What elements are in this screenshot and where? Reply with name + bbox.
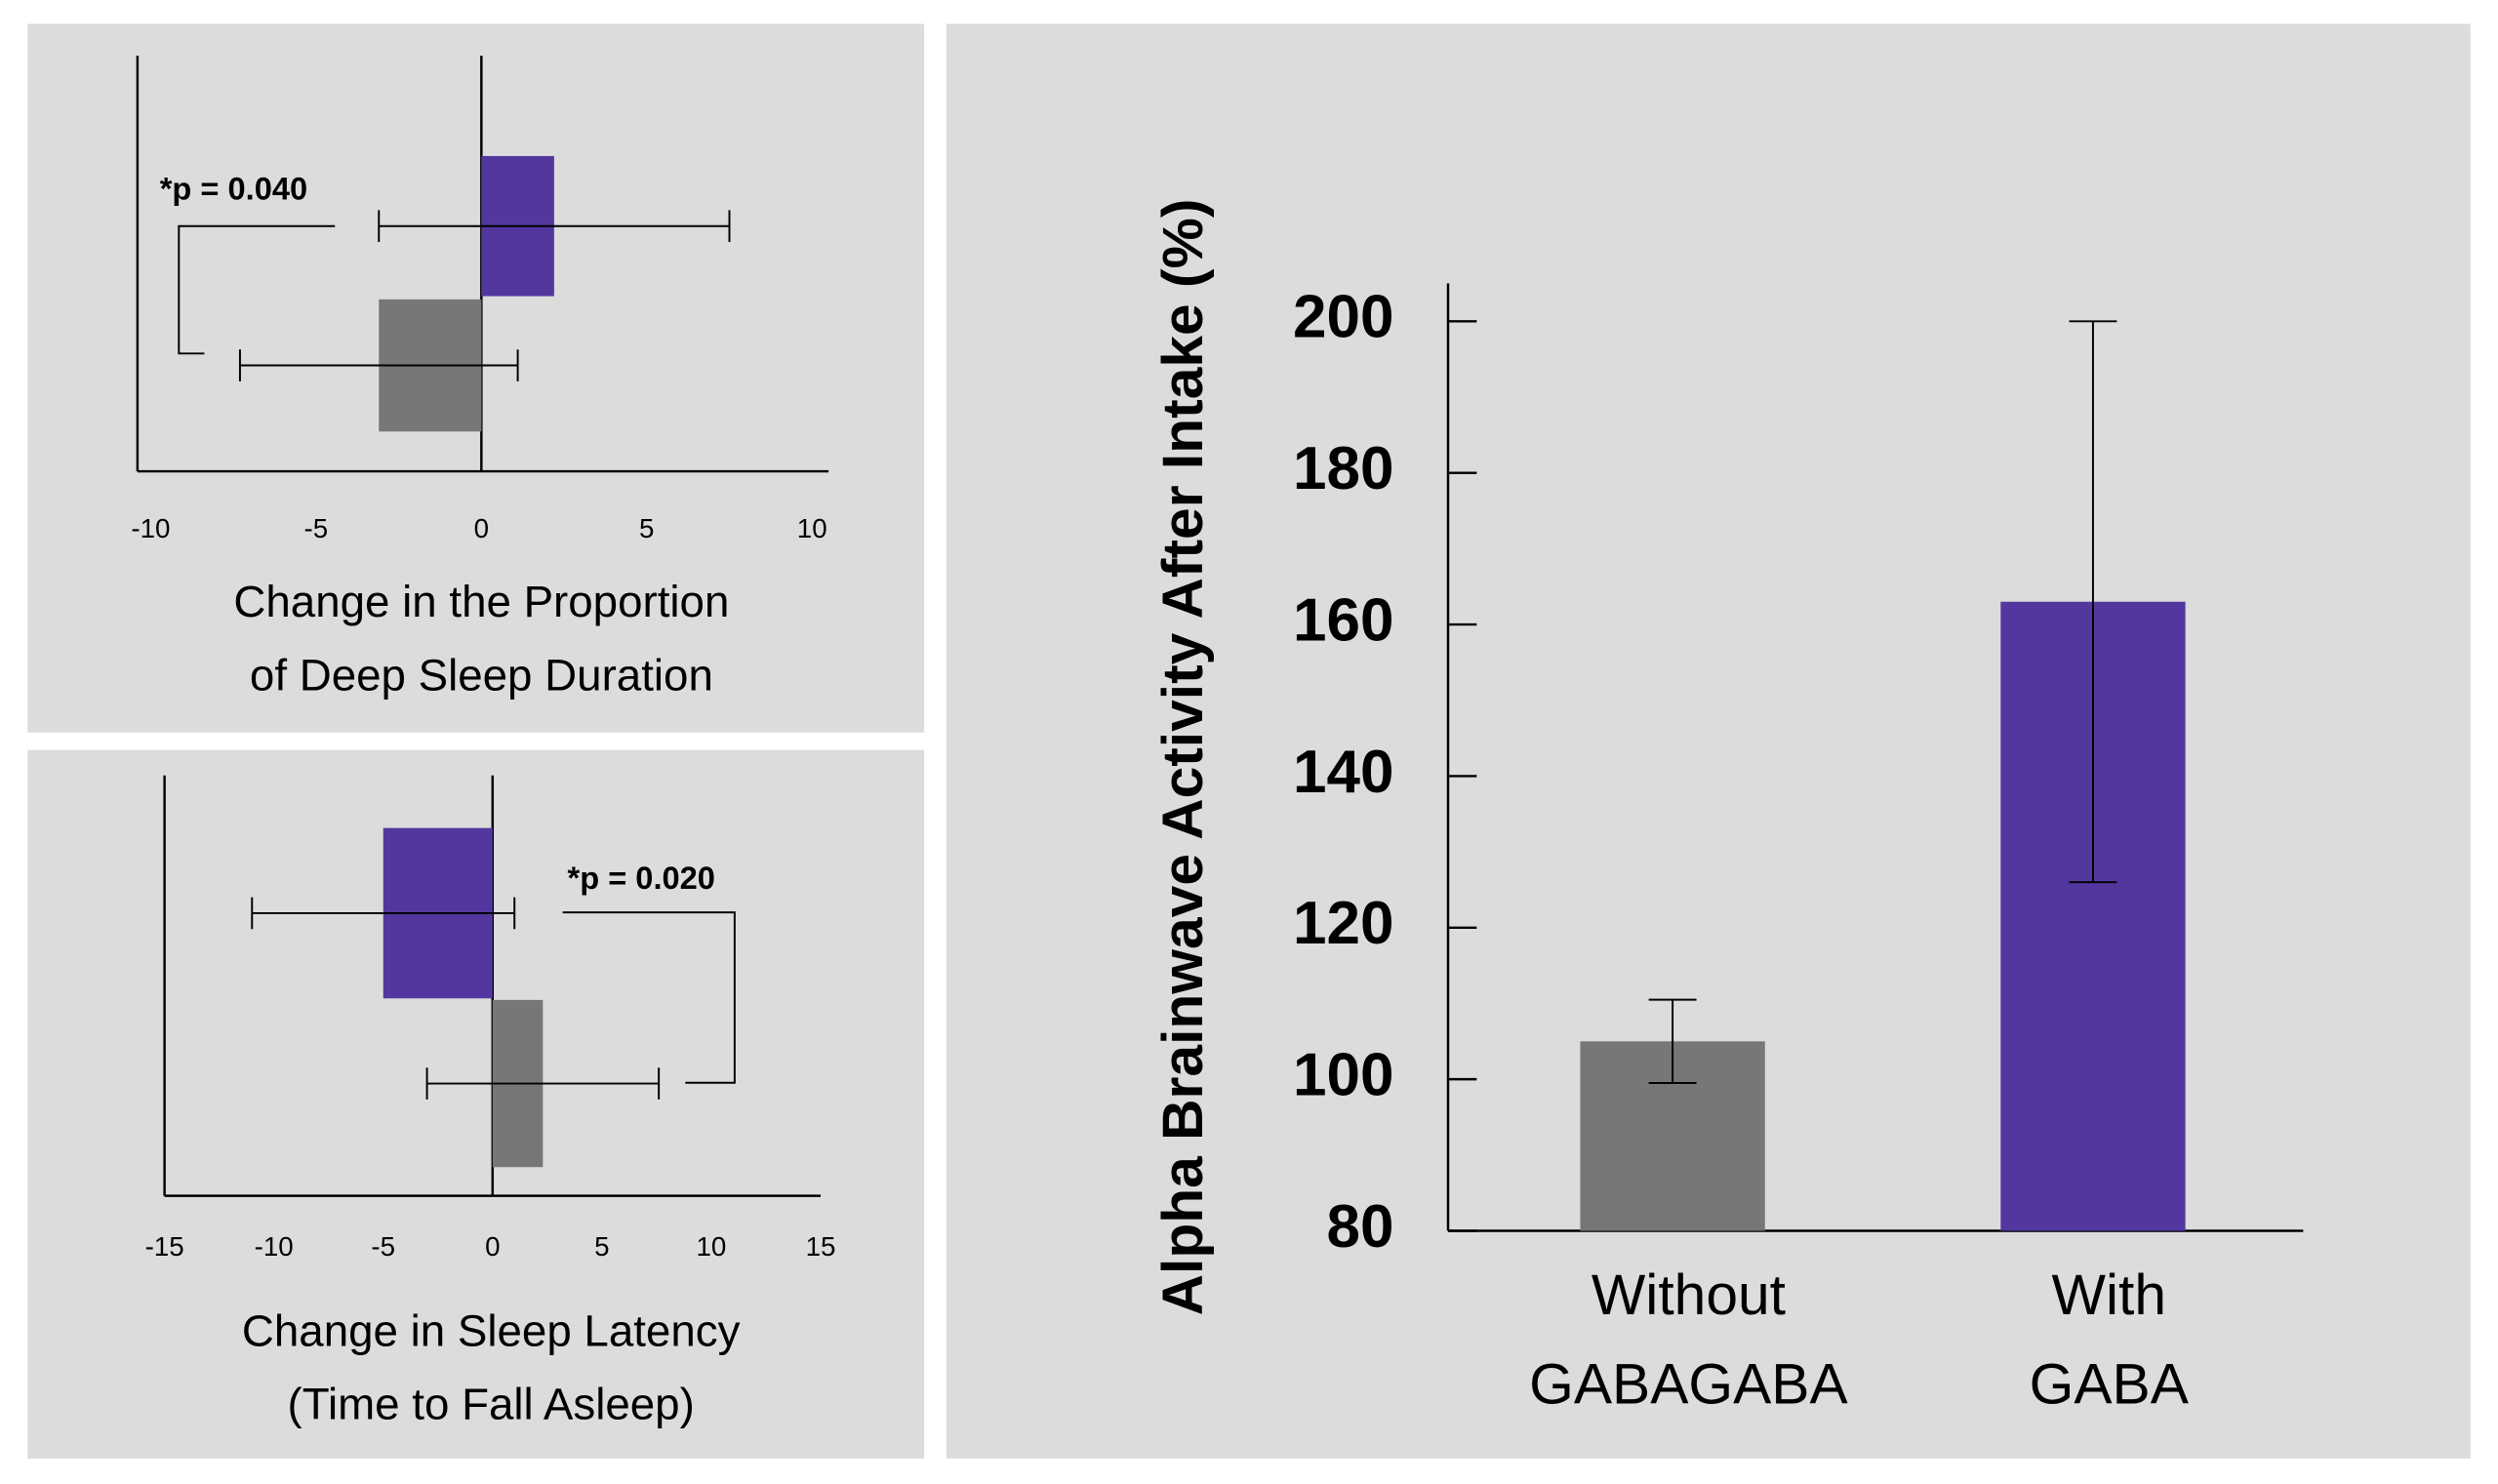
y-tick-label: 200 xyxy=(1293,284,1393,351)
y-tick-label: 80 xyxy=(1327,1193,1394,1261)
x-axis-title: of Deep Sleep Duration xyxy=(250,650,713,700)
x-tick-label: 5 xyxy=(594,1231,609,1262)
error-bar xyxy=(238,349,519,381)
significance-bracket xyxy=(562,911,736,1084)
error-bar xyxy=(425,1067,661,1100)
x-tick-label: -15 xyxy=(145,1231,184,1262)
error-bar xyxy=(1648,998,1697,1085)
x-tick-label: GABAGABA xyxy=(1529,1353,1848,1417)
error-bar xyxy=(251,897,516,930)
x-axis-title: Change in the Proportion xyxy=(233,577,729,626)
error-bar xyxy=(2069,320,2117,884)
x-tick-label: 15 xyxy=(806,1231,836,1262)
x-tick-label: 10 xyxy=(797,513,827,543)
y-axis-title: Alpha Brainwave Activity After Intake (%… xyxy=(1151,199,1215,1316)
x-tick-label: With xyxy=(2052,1263,2166,1327)
x-tick-label: -5 xyxy=(371,1231,395,1262)
x-axis-title: (Time to Fall Asleep) xyxy=(288,1380,695,1429)
x-tick-label: -10 xyxy=(255,1231,294,1262)
y-tick-label: 140 xyxy=(1293,739,1393,806)
significance-bracket xyxy=(178,224,336,355)
y-tick-label: 100 xyxy=(1293,1042,1393,1109)
x-tick-label: GABA xyxy=(2030,1353,2190,1417)
y-tick-label: 120 xyxy=(1293,890,1393,957)
x-tick-label: 10 xyxy=(697,1231,727,1262)
x-tick-label: -10 xyxy=(131,513,170,543)
x-tick-label: -5 xyxy=(304,513,329,543)
x-tick-label: 5 xyxy=(639,513,654,543)
annotation: *p = 0.040 xyxy=(160,170,307,206)
annotation: *p = 0.020 xyxy=(568,860,715,896)
y-tick-label: 180 xyxy=(1293,435,1393,502)
y-tick-label: 160 xyxy=(1293,586,1393,654)
x-axis-title: Change in Sleep Latency xyxy=(242,1306,741,1356)
x-tick-label: 0 xyxy=(485,1231,500,1262)
x-tick-label: 0 xyxy=(474,513,489,543)
x-tick-label: Without xyxy=(1591,1263,1786,1327)
error-bar xyxy=(378,210,731,243)
